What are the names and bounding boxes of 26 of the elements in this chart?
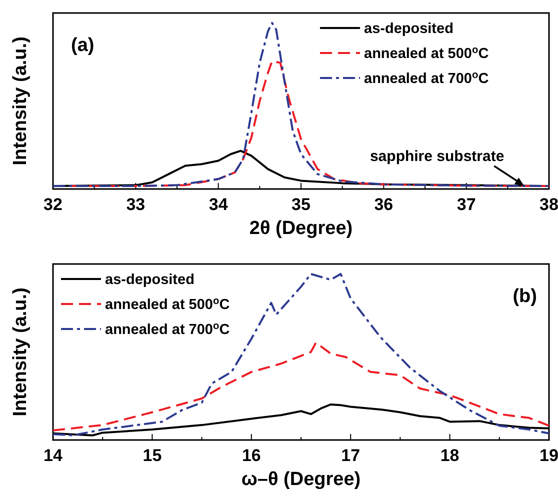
x-tick-label: 36 — [374, 195, 394, 214]
y-axis-title: Intensity (a.u.) — [10, 36, 31, 166]
annotation: sapphire substrate — [370, 148, 504, 166]
x-tick-label: 18 — [440, 446, 460, 466]
x-tick-label: 34 — [208, 195, 228, 214]
legend-label: as-deposited — [105, 272, 194, 288]
annotation: (a) — [71, 35, 94, 56]
legend-label: annealed at 700$^{o}$C — [364, 70, 490, 87]
x-tick-label: 19 — [540, 446, 558, 466]
x-tick-label: 17 — [341, 446, 360, 466]
x-tick-label: 38 — [540, 195, 558, 214]
annotation: (b) — [512, 286, 537, 307]
x-tick-label: 15 — [142, 446, 162, 466]
x-tick-label: 16 — [242, 446, 261, 466]
legend-label: annealed at 500$^{o}$C — [364, 44, 490, 62]
legend-label: as-deposited — [364, 21, 454, 37]
legend-label: annealed at 500$^{o}$C — [105, 296, 230, 313]
x-tick-label: 35 — [292, 195, 310, 214]
x-tick-label: 37 — [456, 195, 476, 214]
x-axis-title: ω–θ (Degree) — [241, 469, 361, 490]
legend-label: annealed at 700$^{o}$C — [105, 320, 230, 338]
y-axis-title: Intensity (a.u.) — [10, 288, 31, 416]
x-tick-label: 32 — [44, 195, 62, 214]
x-axis-title: 2θ (Degree) — [249, 218, 353, 239]
x-tick-label: 33 — [126, 195, 146, 214]
x-tick-label: 14 — [44, 446, 63, 466]
